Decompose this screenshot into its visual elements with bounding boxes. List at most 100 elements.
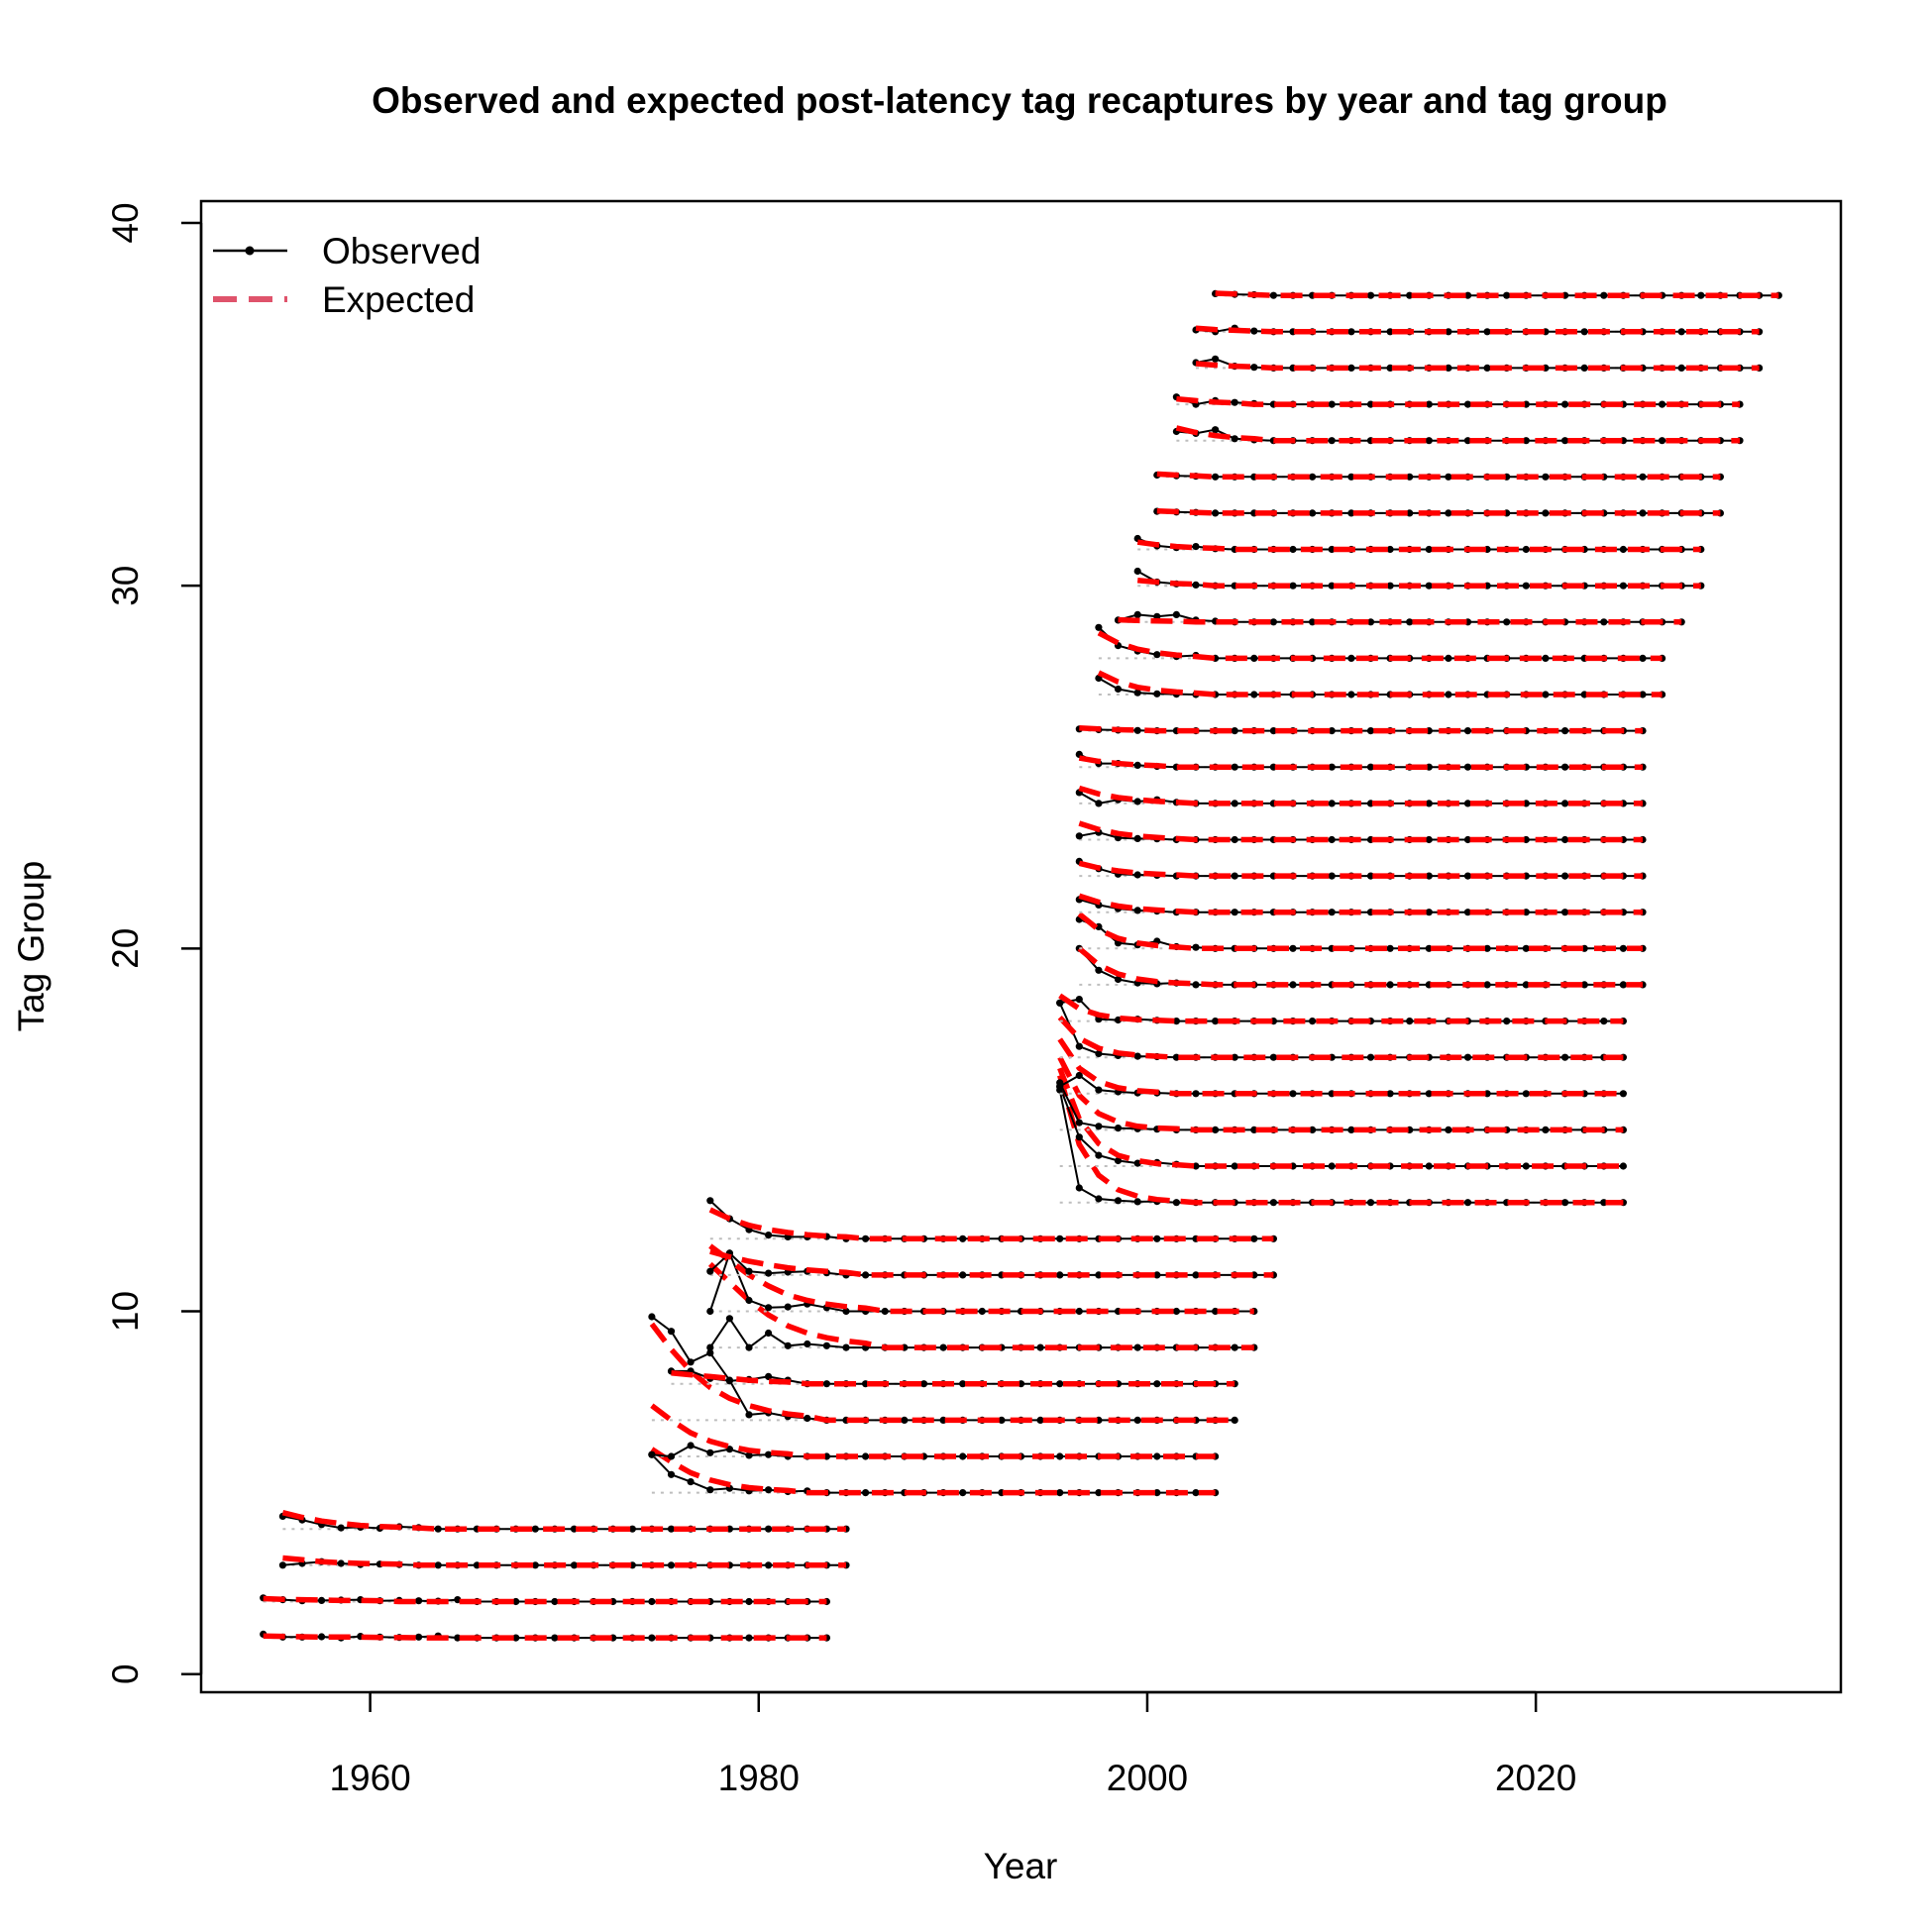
observed-point — [765, 1329, 773, 1338]
observed-point — [667, 1452, 676, 1460]
observed-point — [765, 1269, 773, 1277]
observed-point — [706, 1197, 714, 1205]
observed-point — [1056, 1452, 1064, 1460]
observed-point — [1172, 1018, 1180, 1025]
observed-point — [1677, 328, 1685, 336]
observed-point — [1328, 727, 1336, 735]
observed-point — [1289, 1090, 1297, 1098]
observed-point — [1153, 1380, 1161, 1388]
observed-point — [415, 1633, 423, 1641]
observed-point — [1269, 727, 1277, 735]
observed-point — [1172, 1307, 1180, 1316]
expected-line — [709, 1248, 1274, 1278]
observed-point — [1483, 944, 1491, 952]
expected-line — [1195, 361, 1760, 372]
observed-point — [1133, 567, 1141, 576]
observed-point — [1347, 1126, 1355, 1133]
observed-point — [1075, 996, 1083, 1004]
observed-point — [1619, 545, 1627, 554]
observed-point — [1133, 1343, 1141, 1351]
observed-point — [1406, 473, 1414, 481]
observed-point — [1075, 1184, 1083, 1192]
observed-point — [1095, 1049, 1103, 1058]
observed-point — [901, 1416, 909, 1424]
observed-point — [1172, 1199, 1180, 1207]
observed-point — [1425, 872, 1433, 880]
observed-point — [1192, 1090, 1200, 1098]
observed-point — [822, 1342, 831, 1349]
observed-point — [1192, 981, 1200, 989]
observed-point — [881, 1307, 889, 1316]
x-tick-label: 2020 — [1495, 1758, 1576, 1798]
expected-line — [707, 1261, 1254, 1350]
observed-point — [862, 1271, 870, 1279]
legend: Observed Expected — [213, 231, 481, 320]
observed-point — [648, 1450, 656, 1458]
observed-point — [1386, 1090, 1394, 1098]
observed-point — [1619, 981, 1627, 989]
observed-point — [1366, 872, 1375, 880]
observed-point — [1347, 654, 1355, 663]
observed-point — [1600, 618, 1608, 626]
observed-point — [1036, 1416, 1044, 1424]
observed-point — [745, 1411, 753, 1419]
expected-line — [1078, 785, 1643, 806]
observed-point — [1231, 800, 1238, 807]
observed-point — [745, 1634, 753, 1642]
observed-point — [1522, 1090, 1530, 1098]
observed-point — [1561, 1053, 1569, 1061]
observed-point — [1463, 1199, 1472, 1207]
tag-group-34 — [1172, 425, 1744, 445]
observed-point — [1366, 618, 1375, 626]
observed-point — [765, 1561, 773, 1569]
observed-point — [1386, 981, 1394, 989]
observed-point — [1425, 1162, 1433, 1170]
observed-point — [1075, 1133, 1083, 1141]
observed-point — [1542, 473, 1550, 481]
observed-point — [1522, 545, 1530, 554]
expected-line — [650, 1403, 1216, 1459]
observed-point — [454, 1634, 462, 1642]
observed-point — [1114, 1016, 1123, 1024]
observed-point — [1425, 1090, 1433, 1098]
observed-point — [1231, 435, 1238, 443]
observed-point — [842, 1343, 850, 1351]
observed-point — [1463, 291, 1472, 299]
expected-line — [650, 1447, 1216, 1496]
observed-point — [1056, 1271, 1064, 1279]
tag-group-6 — [648, 1403, 1220, 1460]
x-axis-title: Year — [984, 1846, 1058, 1886]
observed-point — [1580, 328, 1588, 336]
observed-point — [1522, 944, 1530, 952]
observed-point — [628, 1525, 636, 1533]
observed-point — [1425, 545, 1433, 554]
observed-point — [1133, 834, 1141, 843]
observed-point — [1075, 1071, 1083, 1080]
observed-point — [1463, 727, 1472, 735]
observed-point — [1289, 545, 1297, 554]
observed-point — [862, 1489, 870, 1497]
observed-point — [1619, 1090, 1627, 1098]
observed-point — [706, 1267, 714, 1275]
y-tick-label: 30 — [105, 566, 146, 606]
observed-point — [1347, 364, 1355, 372]
x-tick-label: 1960 — [329, 1758, 410, 1798]
observed-point — [1192, 943, 1200, 951]
observed-point — [1056, 999, 1064, 1007]
observed-point — [531, 1561, 539, 1569]
observed-point — [1056, 1380, 1064, 1388]
observed-point — [1309, 473, 1317, 481]
y-tick-label: 20 — [105, 928, 146, 969]
observed-point — [1231, 763, 1238, 771]
observed-point — [1172, 1053, 1180, 1061]
observed-point — [1212, 1018, 1220, 1025]
observed-point — [1445, 364, 1452, 372]
expected-line — [1215, 290, 1779, 298]
tag-group-26 — [1075, 724, 1647, 735]
observed-point — [1212, 1126, 1220, 1133]
observed-point — [1425, 909, 1433, 916]
observed-point — [512, 1597, 520, 1606]
observed-point — [278, 1561, 286, 1569]
observed-point — [1659, 437, 1666, 445]
y-tick-label: 0 — [105, 1664, 146, 1684]
